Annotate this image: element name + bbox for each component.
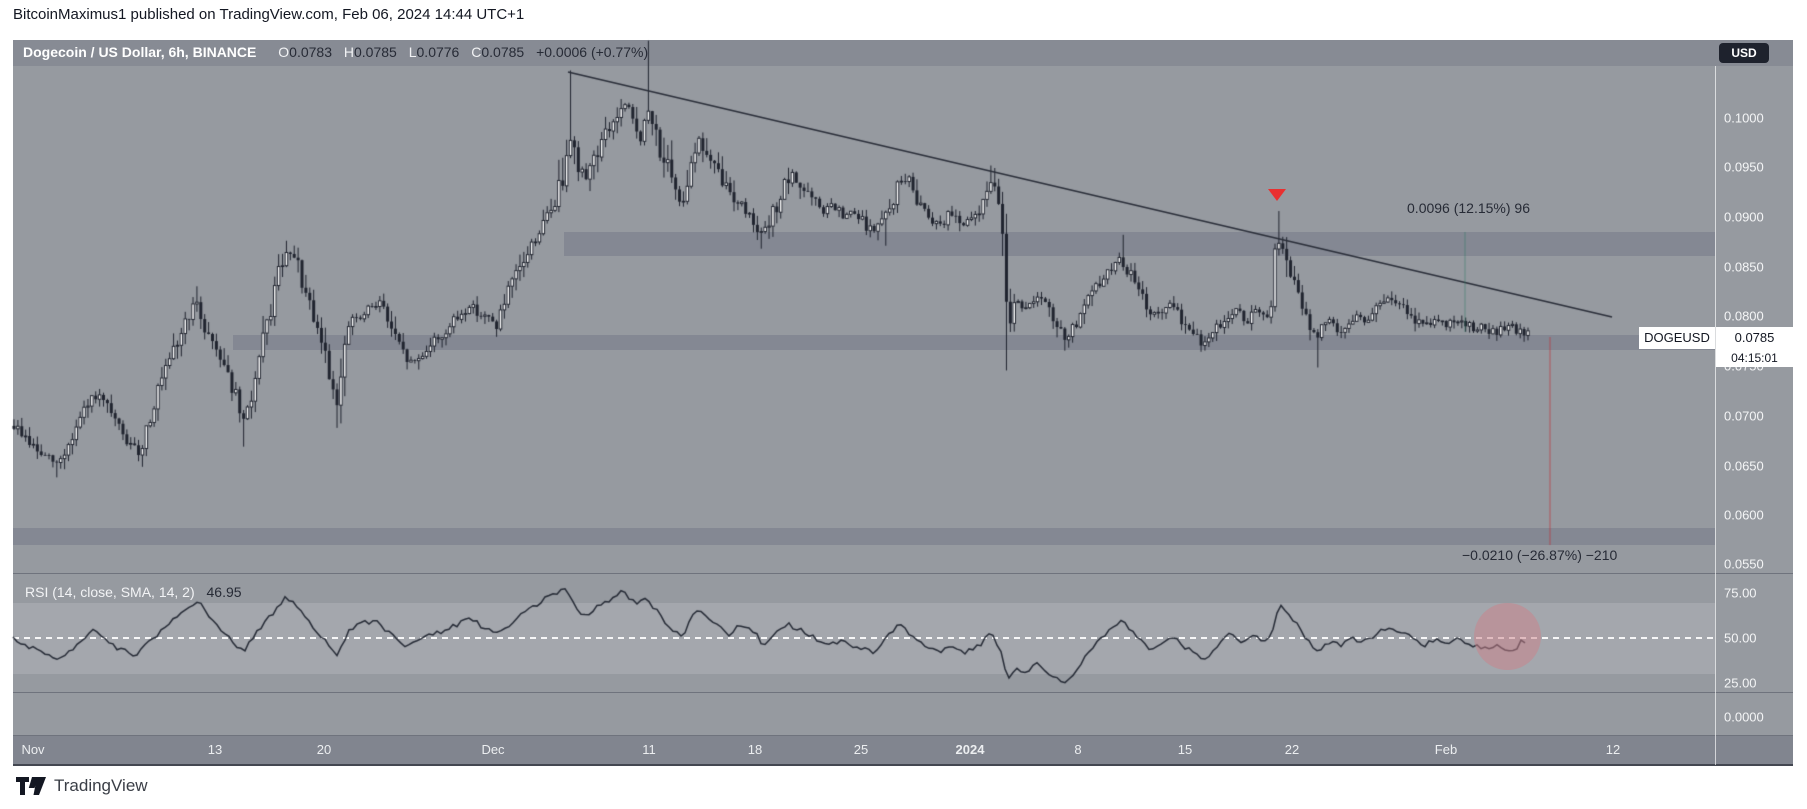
lower-measure-label: −0.0210 (−26.87%) −210 <box>1462 547 1618 563</box>
sell-signal-marker-icon <box>1268 189 1286 201</box>
time-axis-label-year[interactable]: 2024 <box>955 742 985 757</box>
rsi-axis-label[interactable]: 75.00 <box>1724 585 1757 601</box>
time-axis-label[interactable]: 25 <box>853 742 869 757</box>
price-axis-label[interactable]: 0.0550 <box>1724 556 1764 572</box>
footer-brand: TradingView <box>16 773 148 799</box>
price-axis-label[interactable]: 0.0900 <box>1724 209 1764 225</box>
price-axis-label[interactable]: 0.0600 <box>1724 507 1764 523</box>
time-axis-label[interactable]: 18 <box>747 742 763 757</box>
rsi-axis-label[interactable]: 25.00 <box>1724 675 1757 691</box>
time-axis-label[interactable]: Nov <box>21 742 45 757</box>
time-axis-label[interactable]: 8 <box>1074 742 1082 757</box>
currency-toggle-button[interactable]: USD <box>1719 43 1769 63</box>
tradingview-brand-text: TradingView <box>54 776 148 795</box>
rsi-axis-label[interactable]: 0.0000 <box>1724 709 1764 725</box>
bar-countdown-label: 04:15:01 <box>1716 349 1793 367</box>
price-axis-label[interactable]: 0.0650 <box>1724 458 1764 474</box>
rsi-indicator-legend: RSI (14, close, SMA, 14, 2) 46.95 <box>25 584 242 600</box>
price-axis-label[interactable]: 0.0850 <box>1724 259 1764 275</box>
rsi-highlight-circle <box>1474 603 1541 670</box>
time-axis-label[interactable]: 11 <box>642 742 656 757</box>
price-axis-label[interactable]: 0.0700 <box>1724 408 1764 424</box>
tradingview-logo-icon <box>16 777 46 795</box>
time-axis-label[interactable]: 13 <box>207 742 223 757</box>
time-axis-label[interactable]: 20 <box>316 742 332 757</box>
time-axis-label[interactable]: 22 <box>1284 742 1300 757</box>
rsi-indicator-value: 46.95 <box>206 584 242 600</box>
price-axis-label[interactable]: 0.1000 <box>1724 110 1764 126</box>
time-axis-label[interactable]: 12 <box>1605 742 1621 757</box>
last-price-symbol-label: DOGEUSD <box>1639 327 1715 349</box>
time-axis-label[interactable]: Dec <box>481 742 505 757</box>
rsi-axis-label[interactable]: 50.00 <box>1724 630 1757 646</box>
time-axis-label[interactable]: 15 <box>1177 742 1193 757</box>
last-price-value-label: 0.0785 <box>1716 327 1793 349</box>
price-axis-label[interactable]: 0.0800 <box>1724 308 1764 324</box>
price-axis-label[interactable]: 0.0950 <box>1724 159 1764 175</box>
time-axis-label[interactable]: Feb <box>1434 742 1458 757</box>
upper-measure-label: 0.0096 (12.15%) 96 <box>1407 200 1530 216</box>
rsi-indicator-title: RSI (14, close, SMA, 14, 2) <box>25 584 195 600</box>
